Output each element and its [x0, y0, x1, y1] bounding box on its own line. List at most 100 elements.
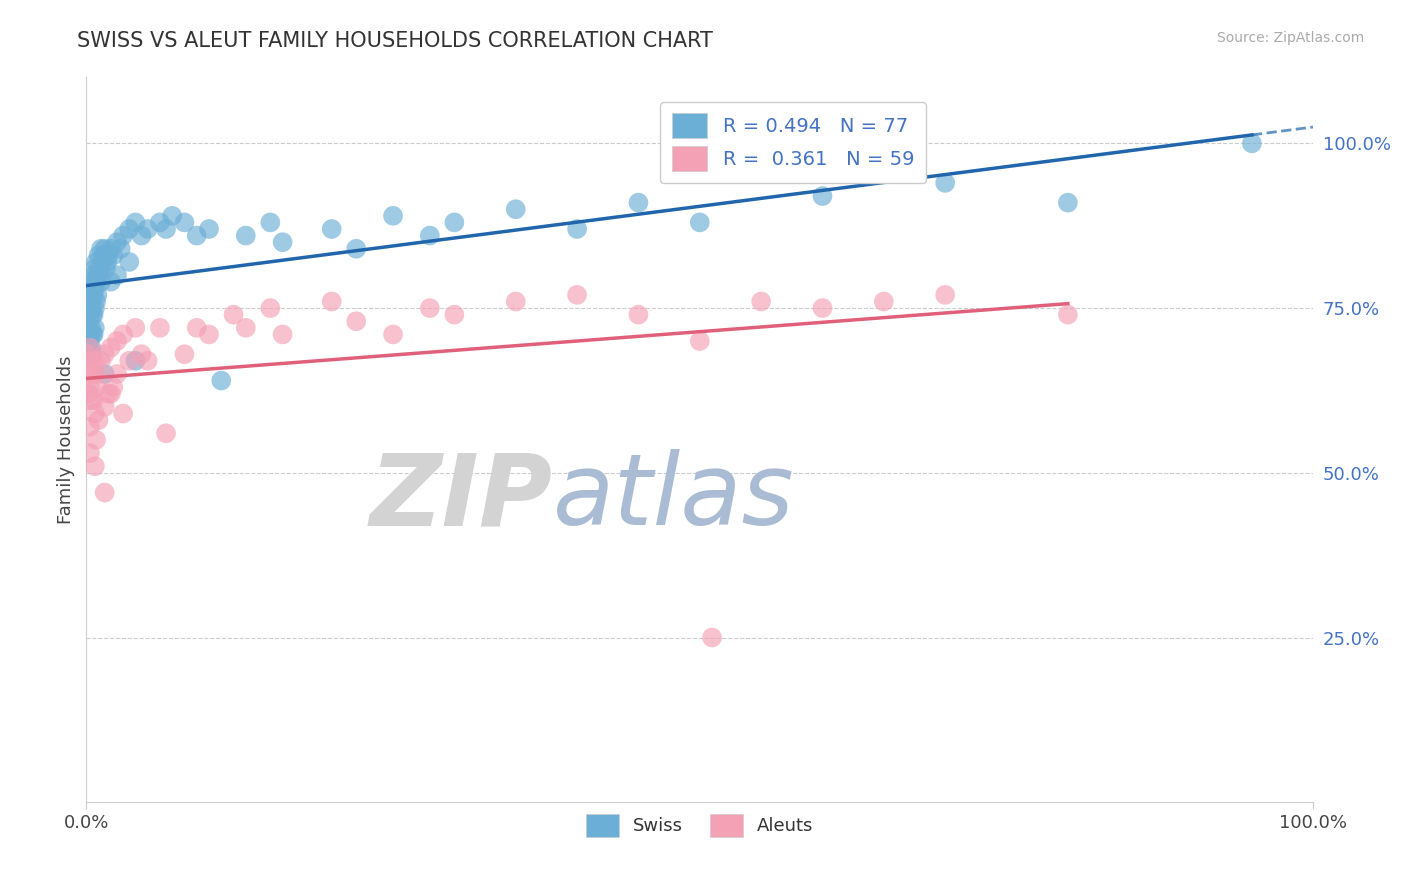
Point [79, 380, 101, 394]
Point [235, 228, 257, 243]
Point [124, 353, 146, 368]
Point [627, 308, 650, 322]
Point [1057, 308, 1080, 322]
Text: Source: ZipAtlas.com: Source: ZipAtlas.com [1216, 31, 1364, 45]
Point [321, 222, 343, 236]
Point [82, 347, 104, 361]
Point [77, 386, 100, 401]
Point [79, 294, 101, 309]
Point [118, 353, 141, 368]
Point [83, 281, 105, 295]
Point [627, 195, 650, 210]
Point [149, 215, 172, 229]
Point [83, 353, 105, 368]
Point [419, 228, 441, 243]
Point [83, 321, 105, 335]
Text: ZIP: ZIP [370, 450, 553, 546]
Point [93, 367, 115, 381]
Point [112, 228, 135, 243]
Point [80, 301, 103, 315]
Point [82, 275, 104, 289]
Point [186, 321, 208, 335]
Point [80, 321, 103, 335]
Point [84, 255, 107, 269]
Point [222, 308, 245, 322]
Point [344, 314, 367, 328]
Point [82, 327, 104, 342]
Point [124, 215, 146, 229]
Point [105, 268, 128, 282]
Point [93, 485, 115, 500]
Point [77, 334, 100, 348]
Point [110, 242, 132, 256]
Point [131, 228, 153, 243]
Point [160, 209, 183, 223]
Point [79, 419, 101, 434]
Point [118, 255, 141, 269]
Point [689, 215, 711, 229]
Point [173, 347, 195, 361]
Point [79, 308, 101, 322]
Point [77, 367, 100, 381]
Point [105, 235, 128, 249]
Point [811, 301, 834, 315]
Point [96, 255, 118, 269]
Point [105, 334, 128, 348]
Point [84, 380, 107, 394]
Point [79, 341, 101, 355]
Point [80, 281, 103, 295]
Point [83, 393, 105, 408]
Point [118, 222, 141, 236]
Point [259, 301, 281, 315]
Point [112, 327, 135, 342]
Point [83, 327, 105, 342]
Point [79, 327, 101, 342]
Point [82, 360, 104, 375]
Point [82, 308, 104, 322]
Y-axis label: Family Households: Family Households [58, 356, 75, 524]
Point [93, 347, 115, 361]
Point [443, 215, 465, 229]
Point [82, 288, 104, 302]
Point [94, 261, 117, 276]
Point [155, 426, 177, 441]
Point [84, 433, 107, 447]
Point [934, 288, 956, 302]
Point [76, 347, 98, 361]
Point [155, 222, 177, 236]
Point [89, 261, 111, 276]
Point [382, 209, 405, 223]
Point [136, 353, 159, 368]
Point [103, 248, 125, 262]
Point [131, 347, 153, 361]
Point [124, 321, 146, 335]
Point [86, 268, 108, 282]
Point [505, 202, 527, 217]
Point [565, 288, 588, 302]
Point [100, 386, 122, 401]
Point [87, 268, 110, 282]
Point [321, 294, 343, 309]
Point [83, 407, 105, 421]
Point [90, 242, 112, 256]
Point [259, 215, 281, 229]
Point [811, 189, 834, 203]
Point [76, 347, 98, 361]
Point [83, 288, 105, 302]
Point [79, 347, 101, 361]
Point [1240, 136, 1263, 151]
Point [91, 255, 114, 269]
Point [86, 288, 108, 302]
Point [271, 235, 294, 249]
Point [700, 631, 723, 645]
Point [198, 222, 221, 236]
Point [83, 268, 105, 282]
Point [271, 327, 294, 342]
Point [84, 275, 107, 289]
Point [83, 261, 105, 276]
Point [87, 367, 110, 381]
Point [136, 222, 159, 236]
Point [873, 294, 896, 309]
Point [1057, 195, 1080, 210]
Point [90, 353, 112, 368]
